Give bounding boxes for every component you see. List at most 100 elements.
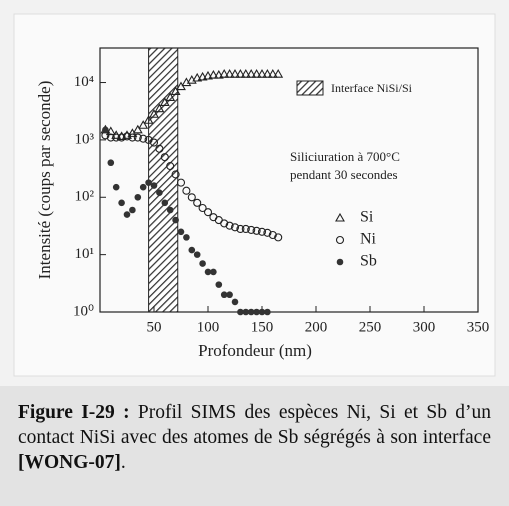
y-tick-label: 10⁴ (74, 74, 94, 90)
point (267, 69, 278, 78)
y-tick-label: 10⁰ (73, 303, 94, 319)
point (220, 291, 228, 299)
point (149, 109, 159, 118)
caption-text: Profil SIMS des espèces Ni, Si et Sb d’u… (18, 402, 492, 448)
point (247, 225, 256, 234)
point (240, 69, 251, 78)
point (263, 228, 272, 237)
point (187, 193, 196, 202)
point (156, 189, 163, 197)
chart: Profondeur (nm) Intensité (coups par sec… (13, 13, 496, 377)
legend-marker (335, 212, 345, 222)
point (226, 291, 233, 299)
legend-label: Ni (360, 231, 377, 248)
point (230, 69, 240, 78)
caption-reference: [WONG-07] (18, 452, 121, 473)
point (225, 221, 234, 230)
point (165, 92, 176, 101)
point (106, 133, 115, 142)
point (159, 97, 170, 106)
y-tick-label: 10¹ (75, 246, 95, 262)
point (274, 233, 283, 242)
y-axis-label: Intensité (coups par seconde) (35, 81, 54, 280)
point (133, 133, 142, 142)
point (246, 69, 257, 78)
point (155, 144, 164, 153)
annotation: Siliciuration à 700°C (290, 149, 400, 164)
point (192, 72, 203, 82)
point (122, 132, 132, 141)
point (193, 251, 201, 258)
point (215, 281, 223, 288)
point (251, 69, 262, 78)
point (220, 219, 229, 228)
point (160, 153, 169, 162)
point (213, 69, 224, 79)
legend-marker (335, 235, 345, 245)
point (139, 183, 147, 191)
point (145, 179, 152, 186)
x-tick-label: 350 (467, 319, 490, 335)
shaded-region (148, 47, 179, 313)
point (224, 69, 235, 78)
legend-label: Sb (360, 253, 377, 270)
point (118, 199, 125, 207)
point (128, 133, 137, 142)
point (143, 115, 154, 124)
point (166, 162, 175, 171)
point (199, 260, 206, 267)
x-tick-label: 300 (413, 319, 436, 335)
point (134, 193, 142, 201)
point (257, 227, 267, 236)
point (241, 224, 250, 234)
point (247, 308, 255, 316)
point (132, 124, 143, 134)
point (204, 268, 212, 276)
legend-hatch (296, 80, 324, 96)
point (107, 159, 115, 167)
point (172, 216, 179, 224)
point (203, 208, 213, 217)
point (123, 211, 131, 218)
point (176, 178, 186, 187)
point (161, 199, 169, 207)
point (273, 69, 284, 78)
legend-label: Interface NiSi/Si (331, 81, 413, 95)
point (236, 224, 245, 234)
point (219, 69, 230, 78)
point (183, 234, 190, 241)
caption-label: Figure I-29 : (18, 402, 130, 423)
y-tick-label: 10³ (75, 131, 95, 147)
point (257, 69, 267, 78)
caption: Figure I-29 : Profil SIMS des espèces Ni… (0, 386, 509, 506)
x-tick-label: 150 (251, 319, 274, 335)
point (112, 183, 120, 191)
point (253, 308, 260, 316)
point (237, 308, 244, 316)
point (258, 308, 266, 316)
caption-end: . (120, 452, 126, 473)
x-tick-label: 50 (147, 319, 162, 335)
point (235, 69, 246, 78)
point (117, 133, 126, 142)
point (171, 170, 180, 179)
point (150, 182, 158, 189)
point (262, 69, 273, 78)
point (264, 308, 271, 316)
point (166, 206, 174, 214)
point (231, 298, 239, 306)
point (208, 69, 219, 79)
annotation: pendant 30 secondes (290, 167, 398, 182)
point (210, 268, 217, 276)
point (182, 186, 191, 195)
point (188, 246, 196, 254)
point (138, 120, 149, 129)
x-axis-label: Profondeur (nm) (198, 341, 312, 360)
point (154, 103, 165, 113)
point (197, 71, 208, 81)
x-tick-label: 100 (197, 319, 220, 335)
point (193, 198, 202, 207)
point (112, 133, 121, 142)
point (252, 226, 261, 235)
